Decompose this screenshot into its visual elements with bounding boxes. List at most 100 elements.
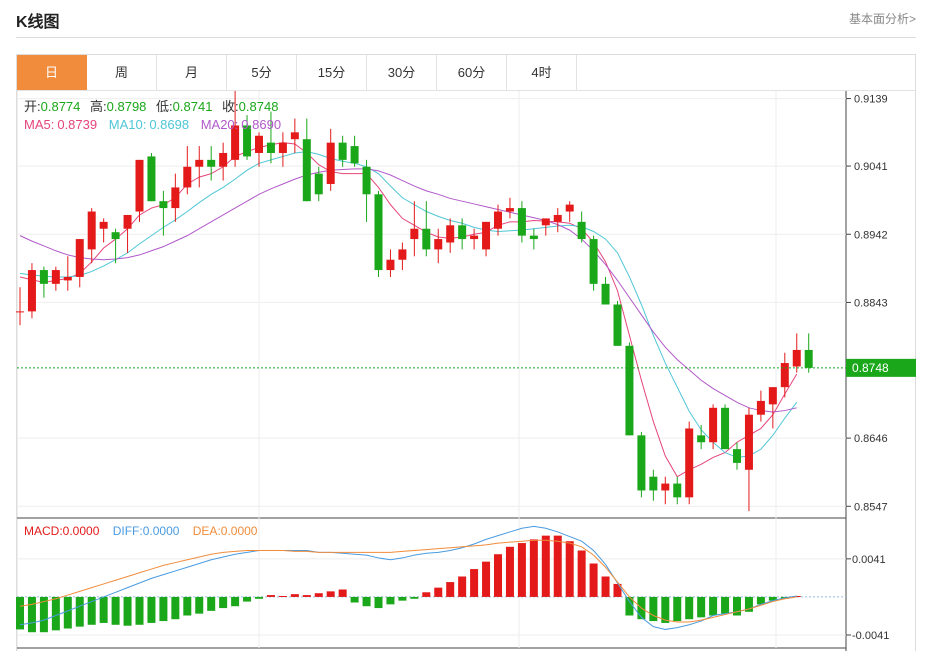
ma5-value: 0.8739 [57,117,97,132]
candle-down [613,304,622,346]
chart-panel: 日 周 月 5分 15分 30分 60分 4时 [16,54,916,651]
candle-down [207,159,216,167]
macd-bar [159,596,168,622]
macd-bar [207,596,216,611]
ma10-line [19,151,798,458]
macd-bar [613,583,622,597]
candle-up [780,363,789,388]
tab-month[interactable]: 月 [157,55,227,91]
macd-bar [422,592,431,597]
ohlc-info: 开:0.8774 高:0.8798 低:0.8741 收:0.8748 [24,99,278,114]
candle-up [99,221,108,229]
dea-label: DEA: [193,524,221,538]
high-value: 0.8798 [107,99,147,114]
tab-4hour[interactable]: 4时 [507,55,577,91]
macd-bar [733,596,741,616]
macd-bar [601,576,610,597]
candle-down [422,228,431,250]
candle-up [171,187,180,209]
candle-up [792,349,801,367]
candle-up [290,132,299,140]
low-label: 低: [156,99,173,114]
macd-bar [255,596,263,599]
fundamental-analysis-link[interactable]: 基本面分析> [848,12,916,26]
macd-bar [135,596,144,625]
candle-up [278,142,287,153]
candle-up [63,276,72,281]
candle-up [16,311,24,313]
candle-down [637,435,646,491]
moving-average-lines [19,142,798,478]
macd-bar [147,596,156,623]
macd-bar [709,596,718,616]
candle-up [123,214,132,229]
macd-bar [446,582,455,597]
candle-up [231,125,240,160]
close-value: 0.8748 [239,99,279,114]
macd-bar [51,596,60,631]
ma20-label: MA20: [201,117,239,132]
macd-bar [553,535,562,597]
candle-up [410,228,419,240]
macd-bar [517,543,526,597]
macd-bar [195,596,204,614]
ma-info: MA5: 0.8739 MA10: 0.8698 MA20: 0.8690 [24,117,281,132]
candle-down [517,208,526,236]
diff-label: DIFF: [113,524,143,538]
macd-bar [290,594,299,597]
macd-bar [171,596,180,620]
price-tick-label: 0.8646 [854,433,888,445]
candle-down [577,221,586,240]
candle-down [350,146,359,164]
current-price-tag [846,358,916,377]
candle-up [386,259,395,271]
macd-bar [99,596,108,623]
ma20-line [19,168,797,413]
candle-up [51,270,60,284]
macd-bar [434,587,443,597]
candle-down [697,435,706,443]
diff-line [19,525,797,630]
candle-up [398,249,407,260]
price-tick-label: 0.8942 [854,229,888,241]
macd-bar [266,595,275,597]
tab-60min[interactable]: 60分 [437,55,507,91]
macd-bar [661,596,670,623]
macd-bar [410,596,419,599]
tab-15min[interactable]: 15分 [297,55,367,91]
candle-down [804,349,813,368]
macd-tick-label: 0.0041 [852,554,886,566]
candle-down [458,225,467,240]
candle-up [87,211,96,250]
macd-axis-ticks: 0.0041 -0.0041 [846,554,889,642]
high-label: 高: [90,99,107,114]
macd-bar [541,535,550,597]
candle-down [529,235,538,240]
macd-bar [219,596,228,609]
candle-down [625,345,634,436]
candle-down [302,139,311,202]
macd-label: MACD: [24,524,63,538]
macd-bar [768,596,777,601]
macd-bar [482,561,491,597]
candle-down [111,232,120,240]
candle-down [338,142,347,160]
tab-day[interactable]: 日 [17,55,87,91]
macd-bar [123,596,132,626]
ma5-label: MA5: [24,117,54,132]
macd-bar [756,596,765,605]
current-price-label: 0.8748 [852,361,889,375]
macd-bar [362,596,371,607]
macd-bar [278,596,287,597]
candle-up [27,270,36,312]
low-value: 0.8741 [173,99,213,114]
price-tick-label: 0.8547 [854,501,888,513]
candle-down [147,156,156,202]
candle-up [553,214,562,222]
macd-bar [243,596,252,602]
macd-bar [458,576,467,597]
macd-bar [386,596,395,605]
price-tick-label: 0.9041 [854,161,888,173]
macd-bar [63,596,72,629]
